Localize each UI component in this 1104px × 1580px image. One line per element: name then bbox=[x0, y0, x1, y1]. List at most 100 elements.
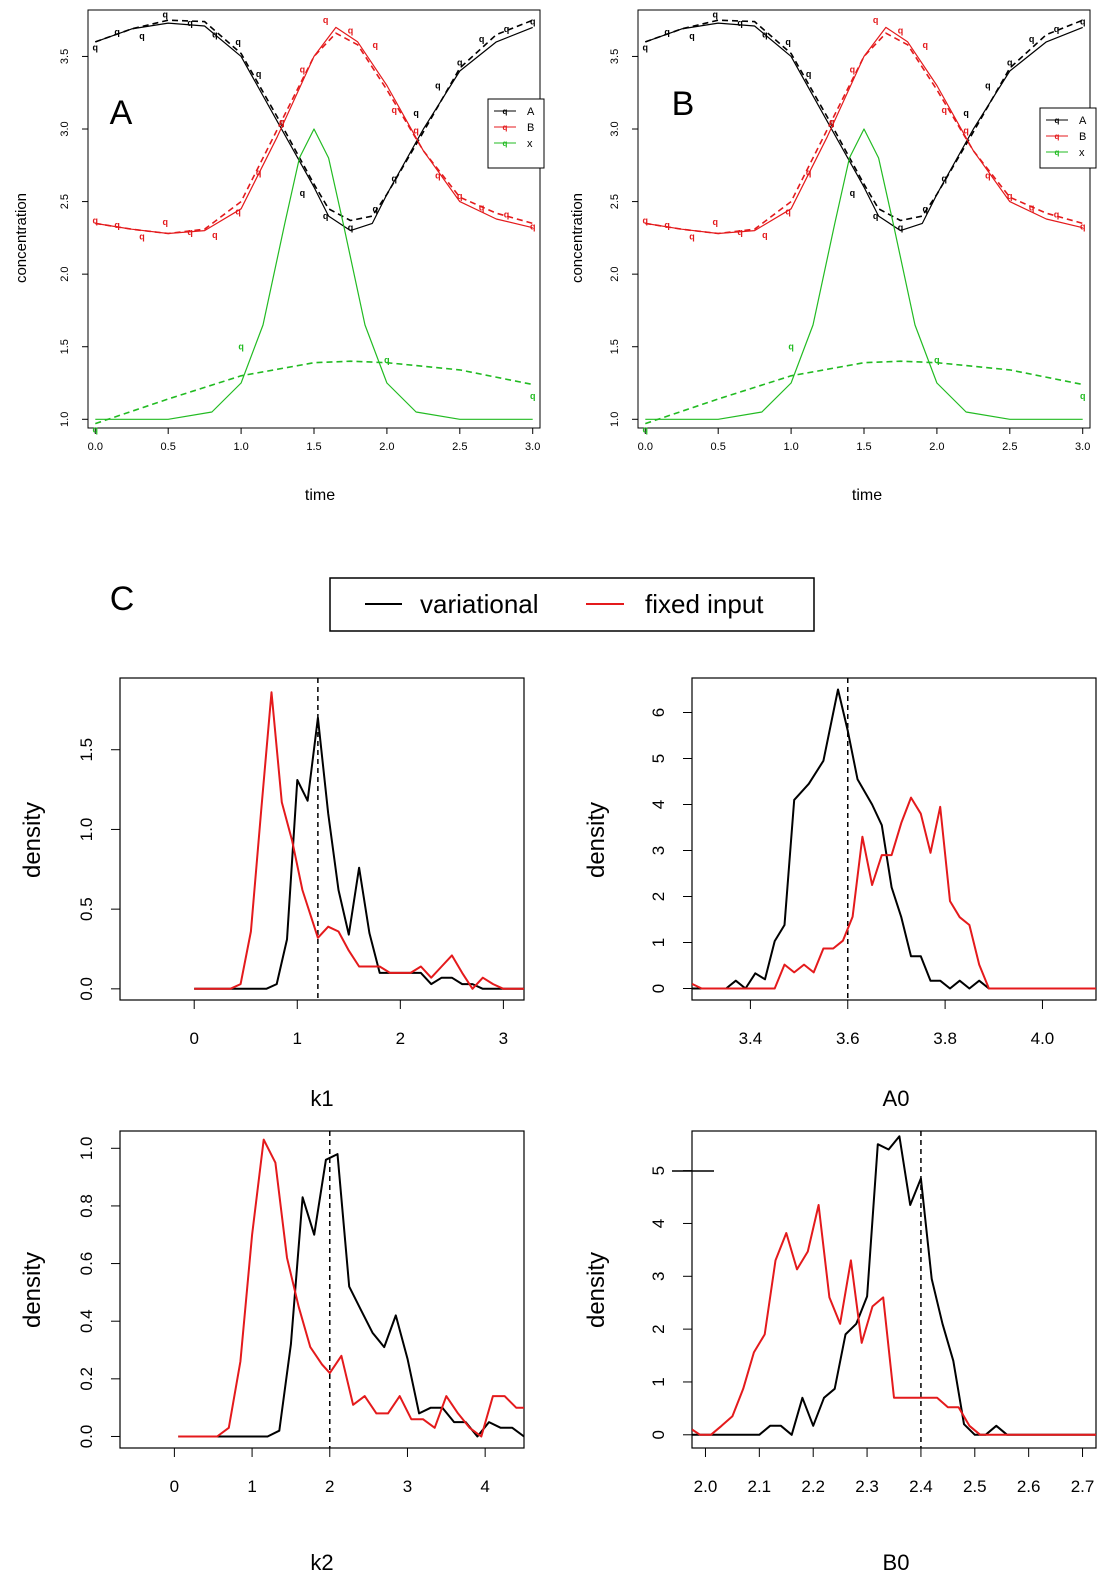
panel-a-point-B: q bbox=[348, 25, 354, 35]
panel-b-ytick-label: 1.5 bbox=[609, 339, 621, 354]
panel-b-point-A: q bbox=[985, 80, 991, 90]
panel-a-point-B: q bbox=[279, 117, 285, 127]
panel-a-point-B: q bbox=[93, 215, 99, 225]
panel-b-point-B: q bbox=[873, 15, 879, 25]
panel-b-legend bbox=[1039, 107, 1097, 169]
panel-a0-ytick-label: 4 bbox=[649, 800, 668, 809]
panel-b-legend-label-A: A bbox=[1079, 115, 1087, 127]
panel-b0-ytick-label: 3 bbox=[649, 1272, 668, 1281]
panel-b0-series-variational bbox=[692, 1135, 1096, 1436]
panel-a-ytick-label: 3.0 bbox=[59, 121, 71, 136]
panel-a-point-A: q bbox=[114, 27, 120, 37]
panel-b-chart: B time concentration 0.0 0.5 1.0 1.5 2.0 2.5 3… bbox=[569, 9, 1097, 504]
panel-b-legend-marker-B: q bbox=[1055, 132, 1060, 141]
panel-b-legend-marker-x: q bbox=[1055, 148, 1060, 157]
panel-b-point-B: q bbox=[713, 217, 719, 227]
panel-b-point-B: q bbox=[664, 220, 670, 230]
panel-a-point-x: q bbox=[384, 355, 390, 365]
panel-k2-chart: k2 density 0 1 2 3 4 0.0 0.2 0.4 0.6 0.8 1.0 bbox=[19, 1130, 525, 1575]
panel-a-xtick-label: 2.0 bbox=[379, 441, 394, 453]
panel-k2-xtick-label: 3 bbox=[403, 1477, 412, 1496]
panel-b-point-A: q bbox=[941, 173, 947, 183]
panel-a-plot-area bbox=[95, 19, 533, 425]
panel-b-point-A: q bbox=[898, 223, 904, 233]
panel-a0-xtick-label: 4.0 bbox=[1031, 1029, 1055, 1048]
panel-b-point-x: q bbox=[934, 355, 940, 365]
panel-a-point-A: q bbox=[323, 211, 329, 221]
panel-b-series-A bbox=[645, 22, 1083, 232]
panel-b-ytick-label: 2.5 bbox=[609, 194, 621, 209]
panel-a-point-B: q bbox=[391, 105, 397, 115]
panel-a-frame bbox=[87, 9, 541, 429]
panel-a0-chart: A0 density 3.4 3.6 3.8 4.0 0 1 2 3 4 5 6 bbox=[583, 677, 1097, 1111]
panel-a-legend-label-A: A bbox=[527, 106, 535, 118]
panel-a-series-A bbox=[95, 22, 533, 232]
panel-a-legend-label-x: x bbox=[527, 138, 533, 150]
panel-a-point-B: q bbox=[300, 65, 306, 75]
panel-a-point-B: q bbox=[479, 202, 485, 212]
panel-a-ytick-label: 1.0 bbox=[59, 412, 71, 427]
panel-k1-frame bbox=[119, 677, 525, 1001]
panel-a-point-B: q bbox=[504, 210, 510, 220]
panel-a0-ylabel: density bbox=[583, 802, 610, 878]
panel-b-point-A: q bbox=[963, 108, 969, 118]
panel-k2-ytick-label: 1.0 bbox=[77, 1136, 96, 1160]
panel-b0-frame bbox=[691, 1130, 1097, 1449]
panel-a0-plot-area bbox=[692, 678, 1096, 1000]
panel-b-legend-frame bbox=[1039, 107, 1097, 169]
panel-a-point-B: q bbox=[323, 15, 329, 25]
panel-a-point-A: q bbox=[279, 117, 285, 127]
panel-k2-xtick-label: 0 bbox=[170, 1477, 179, 1496]
panel-a-xtick-label: 0.5 bbox=[161, 441, 176, 453]
panel-b-point-B: q bbox=[963, 125, 969, 135]
panel-k2-plot-area bbox=[178, 1131, 524, 1448]
panel-b-series-A-dashed bbox=[645, 19, 1083, 222]
panel-k2-xtick-label: 1 bbox=[247, 1477, 256, 1496]
panel-a-point-x: q bbox=[530, 391, 536, 401]
panel-a-ylabel: concentration bbox=[13, 193, 30, 283]
panel-a-xtick-label: 0.0 bbox=[88, 441, 103, 453]
panel-k2-ytick-label: 0.6 bbox=[77, 1252, 96, 1276]
panel-b-point-B: q bbox=[806, 168, 812, 178]
panel-b0-xtick-label: 2.6 bbox=[1017, 1477, 1041, 1496]
panel-a0-xlabel: A0 bbox=[883, 1086, 910, 1111]
panel-a-legend-label-B: B bbox=[527, 122, 534, 134]
panel-a-point-B: q bbox=[212, 230, 218, 240]
panel-b-xlabel: time bbox=[852, 487, 882, 504]
panel-k2-xlabel: k2 bbox=[310, 1550, 333, 1575]
panel-b0-ytick-label: 2 bbox=[649, 1324, 668, 1333]
panel-a-label: A bbox=[110, 94, 133, 132]
panel-k1-chart: k1 density 0 1 2 3 0.0 0.5 1.0 1.5 bbox=[19, 677, 525, 1111]
panel-k1-xtick-label: 3 bbox=[499, 1029, 508, 1048]
panel-b-series-x bbox=[645, 128, 1083, 420]
panel-b0-xtick-label: 2.0 bbox=[694, 1477, 718, 1496]
panel-a-xtick-label: 1.0 bbox=[233, 441, 248, 453]
panel-a0-frame bbox=[691, 677, 1097, 1001]
panel-b-legend-label-B: B bbox=[1079, 131, 1086, 143]
panel-a-xtick-label: 2.5 bbox=[452, 441, 467, 453]
panel-b0-plot-area bbox=[692, 1131, 1096, 1448]
panel-k2-ylabel: density bbox=[19, 1252, 46, 1328]
panel-b-point-B: q bbox=[898, 25, 904, 35]
panel-a-point-A: q bbox=[256, 69, 262, 79]
panel-b-ytick-label: 2.0 bbox=[609, 267, 621, 282]
panel-a0-ytick-label: 0 bbox=[649, 984, 668, 993]
panel-a-ytick-label: 2.5 bbox=[59, 194, 71, 209]
panel-b0-series-fixed-input bbox=[692, 1204, 1096, 1436]
panel-k2-ytick-label: 0.0 bbox=[77, 1425, 96, 1449]
panel-b-point-A: q bbox=[829, 117, 835, 127]
panel-a-point-A: q bbox=[530, 17, 536, 27]
panel-a-ytick-label: 2.0 bbox=[59, 267, 71, 282]
panel-b-point-A: q bbox=[737, 18, 743, 28]
panel-a-series-B bbox=[95, 26, 533, 235]
panel-k2-ytick-label: 0.8 bbox=[77, 1194, 96, 1218]
panel-b-point-B: q bbox=[785, 207, 791, 217]
panel-k2-series-fixed-input bbox=[178, 1138, 524, 1438]
panel-k2-frame bbox=[119, 1130, 525, 1449]
panel-b-point-B: q bbox=[829, 117, 835, 127]
panel-b-xtick-label: 1.5 bbox=[856, 441, 871, 453]
panel-b-legend-label-x: x bbox=[1079, 147, 1085, 159]
panel-a-point-B: q bbox=[530, 221, 536, 231]
panel-k2-ytick-label: 0.2 bbox=[77, 1367, 96, 1391]
panel-a0-ytick-label: 6 bbox=[649, 708, 668, 717]
